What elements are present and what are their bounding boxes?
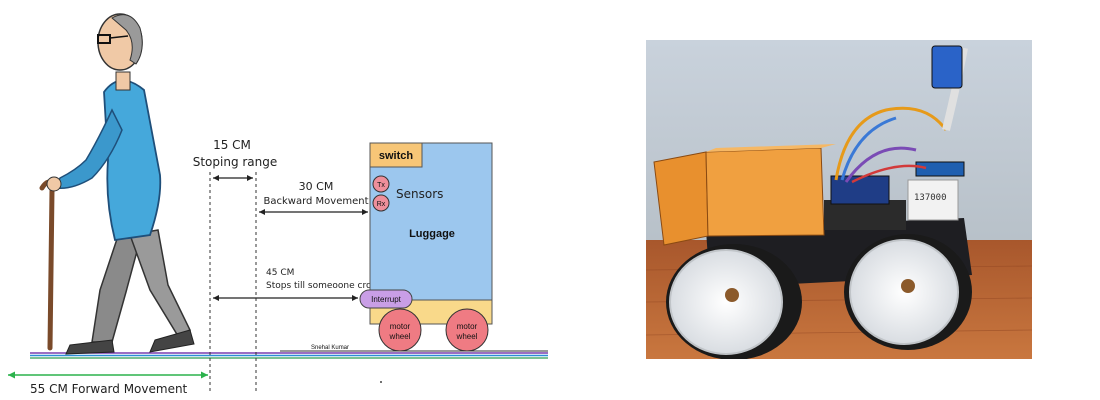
- ground-line: [30, 350, 548, 359]
- wheel1-label: wheel: [389, 332, 411, 341]
- cargo-bin: [653, 144, 836, 246]
- wheel-right: [844, 234, 972, 350]
- motor2-label: motor: [457, 322, 478, 331]
- forward-arrow: [8, 371, 208, 379]
- robot-car-photo: 137000: [646, 40, 1032, 359]
- wheel-left: [666, 244, 802, 359]
- sensors-label: Sensors: [396, 187, 443, 201]
- stops-arrow: [213, 295, 358, 301]
- stop-range-value: 15 CM: [213, 138, 251, 152]
- author-label: Snehal Kumar: [311, 345, 349, 351]
- photo-label: 137000: [914, 193, 947, 203]
- tx-label: Tx: [377, 182, 385, 189]
- interrupt-label: Interrupt: [371, 295, 402, 304]
- motor-wheel-left: [378, 308, 422, 352]
- stops-label: Stops till someoone crosses: [266, 281, 391, 291]
- interrupt-button: [359, 289, 413, 309]
- elderly-man-with-cane-icon: [39, 13, 195, 355]
- motor1-label: motor: [390, 322, 411, 331]
- luggage-follow-diagram: 15 CM Stoping range 30 CM Backward Movem…: [8, 13, 548, 396]
- stop-range-arrow: [213, 175, 253, 181]
- tx-sensor: [372, 175, 390, 193]
- forward-label: 55 CM Forward Movement: [30, 382, 188, 396]
- backward-arrow: [259, 209, 368, 215]
- dot-mark: [380, 381, 382, 383]
- stop-range-label: Stoping range: [193, 155, 278, 169]
- luggage-label: Luggage: [409, 228, 455, 240]
- rx-label: Rx: [377, 201, 386, 208]
- motor-wheel-right: [445, 308, 489, 352]
- switch-label: switch: [379, 150, 414, 162]
- electronics: 137000: [824, 45, 968, 230]
- switch-box: [369, 142, 423, 168]
- rx-sensor: [372, 194, 390, 212]
- backward-value: 30 CM: [299, 180, 334, 193]
- wheel2-label: wheel: [456, 332, 478, 341]
- backward-label: Backward Movement: [263, 196, 368, 207]
- stops-value: 45 CM: [266, 268, 294, 278]
